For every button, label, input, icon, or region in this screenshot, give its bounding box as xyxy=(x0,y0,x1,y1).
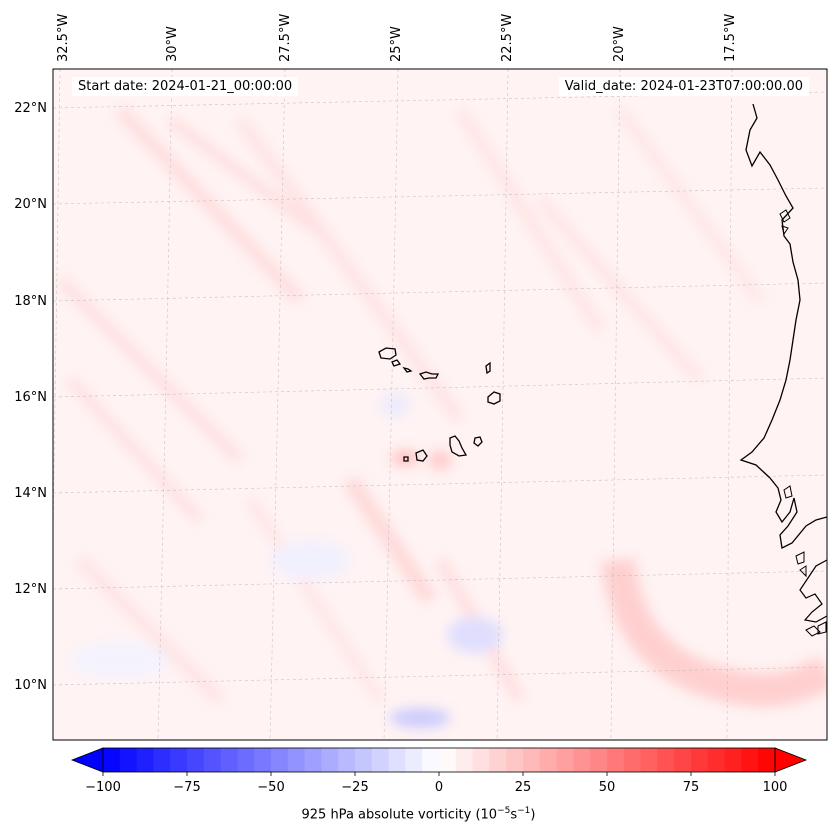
colorbar-cell xyxy=(220,748,238,772)
start-date-label: Start date: 2024-01-21_00:00:00 xyxy=(72,77,299,96)
colorbar-cell xyxy=(237,748,255,772)
colorbar-cell xyxy=(707,748,726,772)
island-sao-nicolau xyxy=(418,371,440,380)
colorbar-cell xyxy=(674,748,692,772)
lat-label: 10°N xyxy=(14,678,47,693)
island-boa-vista xyxy=(487,391,501,405)
lat-label: 16°N xyxy=(14,390,47,405)
island-santa-luzia xyxy=(402,366,413,373)
colorbar-cell xyxy=(254,748,272,772)
colorbar-cell xyxy=(539,748,558,772)
colorbar-ticks: −100 −75 −50 −25 0 25 50 75 100 xyxy=(85,772,787,795)
island-santiago xyxy=(449,435,468,457)
colorbar-tick-label: 100 xyxy=(763,780,788,795)
colorbar-cell xyxy=(422,748,440,772)
lon-label: 30°W xyxy=(165,26,180,62)
colorbar-cell xyxy=(405,748,423,772)
africa-coastline xyxy=(739,103,827,549)
island-fogo xyxy=(415,449,428,462)
cabo-verde-islands xyxy=(378,347,501,462)
colorbar-cell xyxy=(607,748,625,772)
lat-label: 18°N xyxy=(14,294,47,309)
island-brava xyxy=(403,456,409,462)
map-frame xyxy=(52,68,828,741)
colorbar-cell xyxy=(657,748,675,772)
gridlines xyxy=(53,69,827,740)
colorbar-label-exp1: −5 xyxy=(497,806,511,816)
colorbar-cell xyxy=(136,748,154,772)
lon-label: 22.5°W xyxy=(500,14,515,62)
colorbar-cell xyxy=(506,748,524,772)
colorbar-tick-label: 75 xyxy=(683,780,700,795)
colorbar-cell xyxy=(338,748,356,772)
colorbar-tick-label: −25 xyxy=(341,780,368,795)
colorbar-cell xyxy=(623,748,642,772)
map-panel xyxy=(53,69,827,740)
lat-label: 14°N xyxy=(14,486,47,501)
colorbar-cell xyxy=(556,748,574,772)
colorbar: −100 −75 −50 −25 0 25 50 75 100 xyxy=(70,747,808,795)
colorbar-cell xyxy=(691,748,709,772)
island-santo-antao xyxy=(378,347,397,360)
bissagos-islands xyxy=(805,621,827,637)
colorbar-cells xyxy=(103,748,776,772)
lat-label: 12°N xyxy=(14,582,47,597)
lat-label: 20°N xyxy=(14,197,47,212)
colorbar-cell xyxy=(119,748,138,772)
colorbar-tick-label: −75 xyxy=(173,780,200,795)
valid-date-label: Valid_date: 2024-01-23T07:00:00.00 xyxy=(558,77,809,96)
colorbar-cell xyxy=(187,748,205,772)
colorbar-cell xyxy=(640,748,658,772)
lon-label: 32.5°W xyxy=(56,14,71,62)
colorbar-max-arrow xyxy=(774,747,808,773)
colorbar-cell xyxy=(371,748,390,772)
colorbar-cell xyxy=(287,748,306,772)
colorbar-cell xyxy=(472,748,490,772)
guinea-coast xyxy=(799,559,827,623)
lon-labels: 32.5°W 30°W 27.5°W 25°W 22.5°W 20°W 17.5… xyxy=(56,14,738,62)
island-maio xyxy=(473,436,483,447)
colorbar-cell xyxy=(388,748,406,772)
colorbar-label-prefix: 925 hPa absolute vorticity (10 xyxy=(301,807,498,823)
island-sao-vicente xyxy=(391,359,402,367)
colorbar-cell xyxy=(321,748,339,772)
colorbar-cell xyxy=(758,748,776,772)
colorbar-label-exp2: −1 xyxy=(517,806,531,816)
colorbar-cell xyxy=(439,748,457,772)
lon-label: 20°W xyxy=(612,26,627,62)
colorbar-cell xyxy=(741,748,759,772)
colorbar-min-arrow xyxy=(70,747,104,773)
colorbar-cell xyxy=(455,748,474,772)
colorbar-cell xyxy=(103,748,121,772)
colorbar-cell xyxy=(355,748,373,772)
colorbar-tick-label: 25 xyxy=(515,780,532,795)
coastal-islets xyxy=(779,209,807,578)
colorbar-cell xyxy=(573,748,591,772)
lon-label: 27.5°W xyxy=(278,14,293,62)
colorbar-label-suffix: ) xyxy=(530,807,536,823)
colorbar-cell xyxy=(590,748,608,772)
colorbar-cell xyxy=(724,748,742,772)
colorbar-tick-label: −100 xyxy=(85,780,121,795)
colorbar-tick-label: 50 xyxy=(599,780,616,795)
lon-label: 17.5°W xyxy=(723,14,738,62)
vorticity-field xyxy=(55,105,827,728)
lat-label: 22°N xyxy=(14,101,47,116)
lat-labels: 22°N 20°N 18°N 16°N 14°N 12°N 10°N xyxy=(14,101,47,693)
colorbar-label-mid: s xyxy=(510,807,518,823)
colorbar-cell xyxy=(523,748,541,772)
colorbar-cell xyxy=(170,748,188,772)
colorbar-cell xyxy=(203,748,222,772)
colorbar-cell xyxy=(489,748,507,772)
colorbar-cell xyxy=(304,748,322,772)
island-sal xyxy=(485,361,491,375)
colorbar-cell xyxy=(153,748,171,772)
colorbar-tick-label: −50 xyxy=(257,780,284,795)
lon-label: 25°W xyxy=(389,26,404,62)
colorbar-tick-label: 0 xyxy=(435,780,443,795)
colorbar-label: 925 hPa absolute vorticity (10−5s−1) xyxy=(0,806,837,822)
colorbar-cell xyxy=(271,748,289,772)
